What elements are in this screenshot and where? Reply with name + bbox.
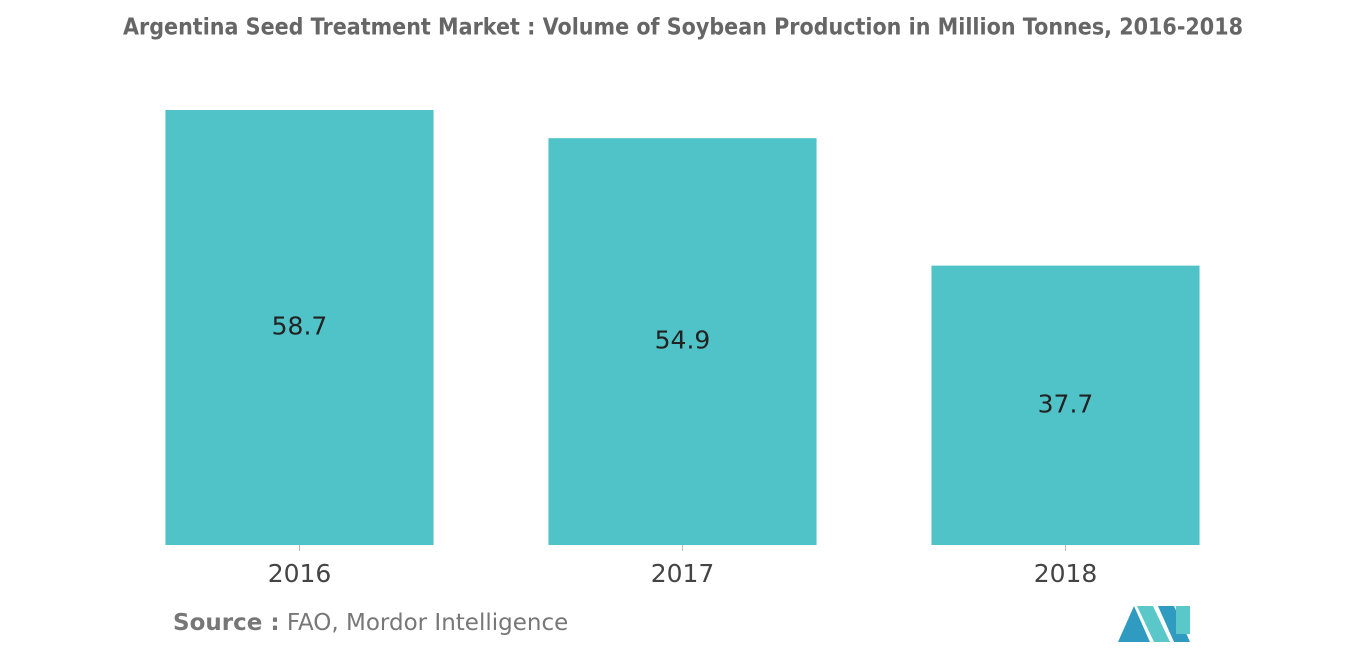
x-tick-label: 2018 <box>1034 559 1098 588</box>
x-tick-label: 2017 <box>651 559 715 588</box>
source-label: Source : <box>173 610 280 636</box>
bar <box>165 110 434 545</box>
value-label: 54.9 <box>655 326 711 355</box>
value-label: 58.7 <box>272 312 328 341</box>
logo-shape <box>1176 606 1190 634</box>
logo <box>1118 606 1190 642</box>
logo-shape <box>1118 606 1150 642</box>
bar <box>931 265 1200 545</box>
source-text: FAO, Mordor Intelligence <box>287 610 568 636</box>
value-label: 37.7 <box>1038 389 1094 418</box>
bar <box>548 138 817 545</box>
chart-title: Argentina Seed Treatment Market : Volume… <box>123 15 1243 41</box>
x-tick-label: 2016 <box>268 559 332 588</box>
source: Source : FAO, Mordor Intelligence <box>173 610 568 636</box>
logo-shape <box>1137 606 1170 642</box>
